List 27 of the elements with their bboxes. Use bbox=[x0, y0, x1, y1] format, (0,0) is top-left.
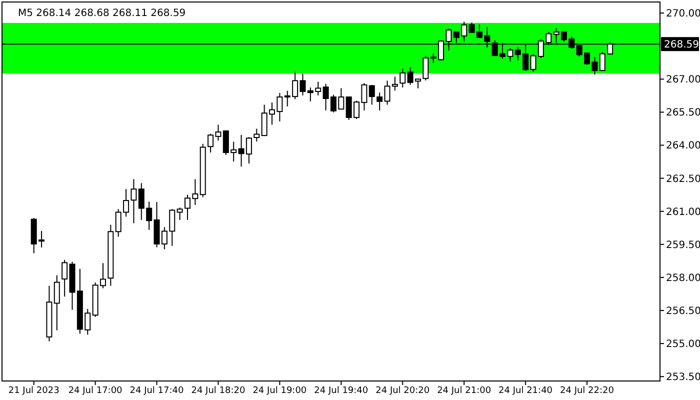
ref-line-label: 268.59 bbox=[664, 40, 699, 51]
candlestick bbox=[54, 274, 60, 331]
y-tick-label: 270.00 bbox=[666, 8, 700, 20]
y-tick-label: 264.00 bbox=[666, 140, 700, 152]
y-tick-label: 267.00 bbox=[666, 74, 700, 86]
y-tick-label: 262.50 bbox=[666, 174, 700, 185]
x-tick-label: 24 Jul 19:00 bbox=[252, 386, 307, 396]
candlestick bbox=[176, 207, 183, 220]
y-tick-label: 261.00 bbox=[666, 206, 700, 218]
candlestick bbox=[400, 68, 406, 88]
y-tick-label: 255.00 bbox=[666, 339, 700, 350]
x-tick-label: 24 Jul 21:00 bbox=[437, 386, 492, 396]
text: M5 268.14 268.68 268.11 268.59 bbox=[18, 8, 186, 19]
x-tick-label: 24 Jul 17:00 bbox=[68, 386, 123, 396]
x-tick-label: 24 Jul 21:40 bbox=[498, 386, 553, 396]
y-tick-label: 259.50 bbox=[666, 240, 700, 251]
x-tick-label: 24 Jul 17:40 bbox=[130, 386, 184, 396]
candlestick bbox=[62, 259, 68, 298]
y-tick-label: 265.50 bbox=[666, 108, 700, 119]
x-tick-label: 21 Jul 2023 bbox=[8, 386, 60, 396]
x-tick-label: 24 Jul 22:20 bbox=[560, 386, 614, 396]
x-tick-label: 24 Jul 19:40 bbox=[314, 386, 368, 396]
y-tick-label: 258.00 bbox=[666, 272, 700, 284]
x-tick-label: 24 Jul 18:20 bbox=[191, 386, 246, 396]
x-tick-label: 24 Jul 20:20 bbox=[376, 386, 430, 396]
y-tick-label: 256.50 bbox=[666, 306, 700, 317]
y-tick-label: 253.50 bbox=[666, 372, 700, 384]
